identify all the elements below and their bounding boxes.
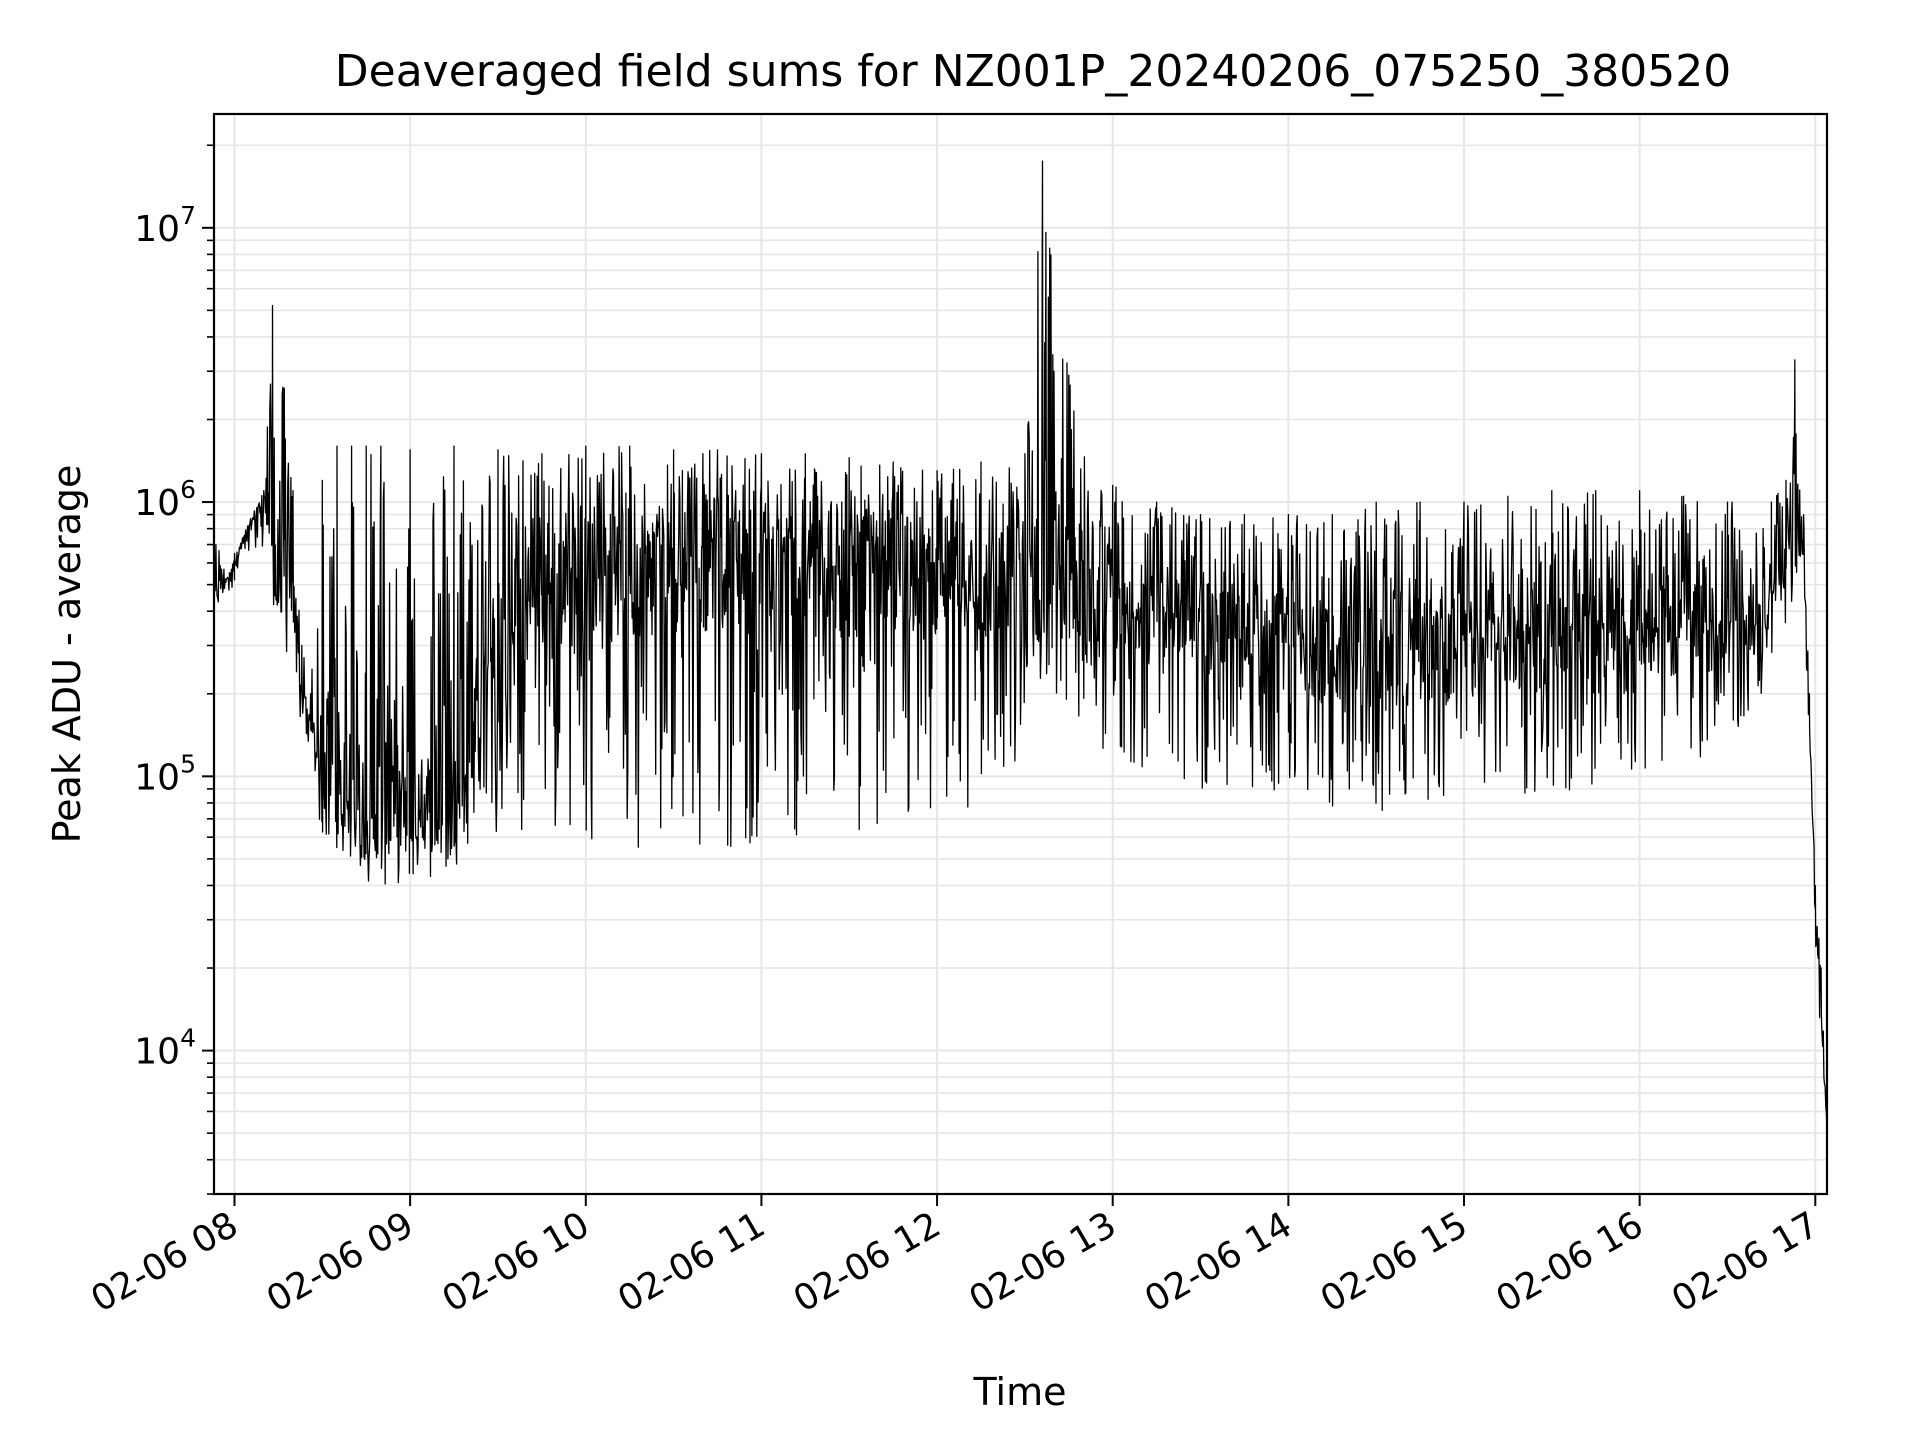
y-axis-label: Peak ADU - average — [45, 465, 89, 844]
chart-title: Deaveraged field sums for NZ001P_2024020… — [335, 46, 1731, 97]
x-axis-label: Time — [973, 1370, 1067, 1414]
